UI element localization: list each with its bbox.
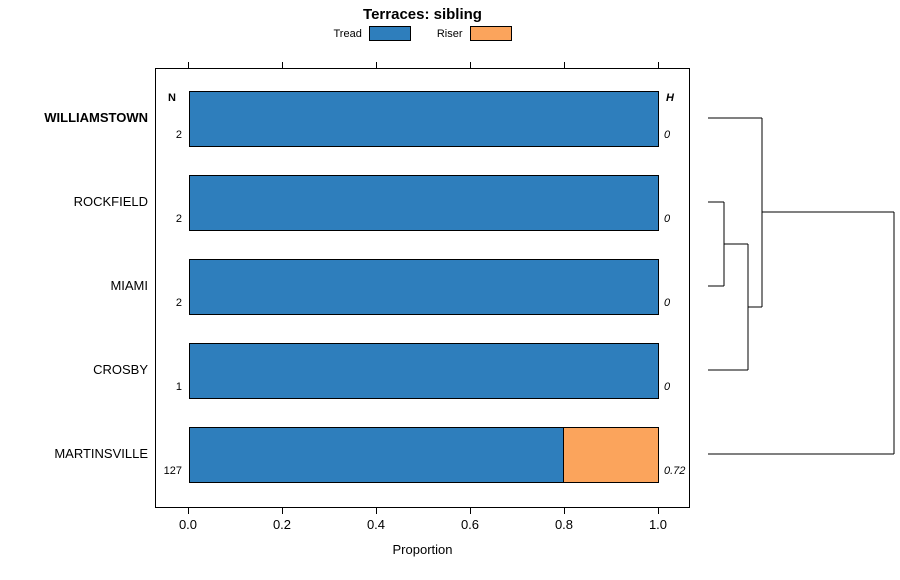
h-value: 0.72 — [664, 465, 686, 477]
n-value: 1 — [175, 381, 182, 393]
bar-segment-tread — [190, 260, 658, 314]
bar-martinsville — [189, 427, 659, 483]
legend-swatch-riser — [469, 26, 512, 41]
n-value: 2 — [175, 213, 182, 225]
x-axis-tick-label: 0.6 — [460, 517, 480, 532]
bar-segment-tread — [190, 428, 565, 482]
x-axis-label: Proportion — [392, 542, 453, 557]
bar-segment-riser — [564, 428, 658, 482]
bar-rockfield — [189, 175, 659, 231]
bar-williamstown — [189, 91, 659, 147]
bar-segment-tread — [190, 176, 658, 230]
h-column-header: H — [666, 92, 674, 104]
x-axis-tick-label: 0.4 — [366, 517, 386, 532]
category-label: WILLIAMSTOWN — [44, 110, 148, 125]
legend-label-riser: Riser — [436, 27, 463, 40]
x-axis-tick-label: 1.0 — [648, 517, 668, 532]
legend-item-riser: Riser — [437, 26, 512, 41]
x-axis-tick-bottom — [470, 508, 471, 514]
x-axis-tick-bottom — [376, 508, 377, 514]
x-axis-tick-bottom — [658, 508, 659, 514]
x-axis-tick-bottom — [188, 508, 189, 514]
n-value: 2 — [175, 297, 182, 309]
legend-label-tread: Tread — [333, 27, 362, 40]
x-axis-tick-top — [376, 62, 377, 68]
bar-miami — [189, 259, 659, 315]
x-axis-tick-top — [470, 62, 471, 68]
legend-swatch-tread — [368, 26, 411, 41]
x-axis-tick-label: 0.2 — [272, 517, 292, 532]
x-axis-tick-label: 0.0 — [178, 517, 198, 532]
legend-item-tread: Tread — [334, 26, 411, 41]
n-value: 127 — [163, 465, 182, 477]
category-label: ROCKFIELD — [73, 194, 148, 209]
h-value: 0 — [664, 129, 671, 141]
x-axis-tick-top — [658, 62, 659, 68]
plot-area — [155, 68, 690, 508]
bar-segment-tread — [190, 92, 658, 146]
category-label: CROSBY — [93, 362, 148, 377]
h-value: 0 — [664, 381, 671, 393]
n-column-header: N — [168, 92, 176, 104]
category-label: MIAMI — [110, 278, 148, 293]
n-value: 2 — [175, 129, 182, 141]
x-axis-tick-top — [188, 62, 189, 68]
x-axis-tick-label: 0.8 — [554, 517, 574, 532]
x-axis-tick-bottom — [564, 508, 565, 514]
h-value: 0 — [664, 297, 671, 309]
legend: Tread Riser — [155, 26, 690, 41]
bar-crosby — [189, 343, 659, 399]
bar-segment-tread — [190, 344, 658, 398]
chart-title: Terraces: sibling — [363, 6, 482, 23]
x-axis-tick-top — [564, 62, 565, 68]
category-label: MARTINSVILLE — [54, 446, 148, 461]
x-axis-tick-top — [282, 62, 283, 68]
x-axis-tick-bottom — [282, 508, 283, 514]
h-value: 0 — [664, 213, 671, 225]
